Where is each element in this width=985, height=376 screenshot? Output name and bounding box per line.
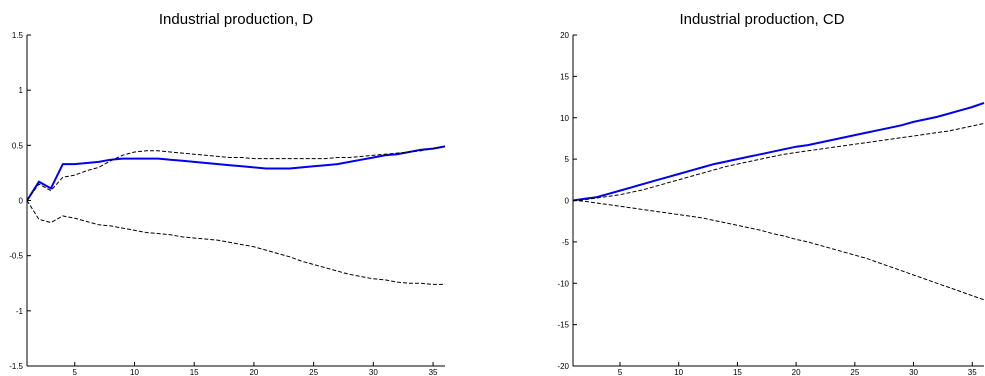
y-tick-label: -10 [557, 279, 569, 288]
x-tick-label: 30 [369, 368, 378, 376]
y-tick-label: 0 [19, 197, 24, 206]
chart-panel-industrial-production-d: Industrial production, D 1.5 1 0.5 0 -0.5 -1 -… [9, 11, 446, 376]
y-tick-label: -1.5 [9, 362, 23, 371]
y-tick-label: 15 [560, 72, 569, 81]
y-tick-labels: 1.5 1 0.5 0 -0.5 -1 -1.5 [9, 31, 31, 371]
y-tick-label: -5 [562, 238, 570, 247]
x-tick-label: 20 [249, 368, 258, 376]
upper-band-line [572, 123, 985, 201]
x-tick-label: 35 [968, 368, 977, 376]
y-tick-label: 20 [560, 31, 569, 40]
y-tick-label: 1.5 [12, 31, 24, 40]
x-tick-label: 35 [429, 368, 438, 376]
y-tick-label: 5 [565, 155, 570, 164]
impulse-response-line [26, 145, 446, 202]
series-lines [572, 101, 985, 301]
y-tick-label: -20 [557, 362, 569, 371]
y-tick-label: 0.5 [12, 141, 24, 150]
x-tick-label: 25 [850, 368, 859, 376]
y-tick-label: -15 [557, 321, 569, 330]
lower-band-line [26, 200, 445, 285]
x-tick-label: 10 [130, 368, 139, 376]
x-tick-labels: 5 10 15 20 25 30 35 [618, 362, 977, 376]
lower-band-line [572, 200, 985, 301]
impulse-response-line [572, 101, 985, 202]
upper-band-line [26, 145, 446, 201]
x-tick-label: 15 [190, 368, 199, 376]
x-tick-label: 5 [618, 368, 623, 376]
y-tick-label: 0 [565, 197, 570, 206]
chart-title: Industrial production, D [159, 11, 313, 28]
x-tick-label: 20 [792, 368, 801, 376]
chart-title: Industrial production, CD [679, 11, 844, 28]
y-tick-label: -1 [16, 307, 24, 316]
y-tick-label: -0.5 [9, 252, 23, 261]
y-tick-labels: 20 15 10 5 0 -5 -10 -15 -20 [557, 31, 577, 371]
chart-panel-industrial-production-cd: Industrial production, CD 20 15 10 5 0 -5 -10 -… [557, 11, 985, 376]
x-tick-label: 25 [309, 368, 318, 376]
y-tick-label: 10 [560, 114, 569, 123]
x-tick-label: 10 [674, 368, 683, 376]
y-tick-label: 1 [19, 86, 24, 95]
x-tick-labels: 5 10 15 20 25 30 35 [73, 362, 438, 376]
series-lines [26, 145, 446, 285]
x-tick-label: 5 [73, 368, 78, 376]
x-tick-label: 30 [909, 368, 918, 376]
x-tick-label: 15 [733, 368, 742, 376]
